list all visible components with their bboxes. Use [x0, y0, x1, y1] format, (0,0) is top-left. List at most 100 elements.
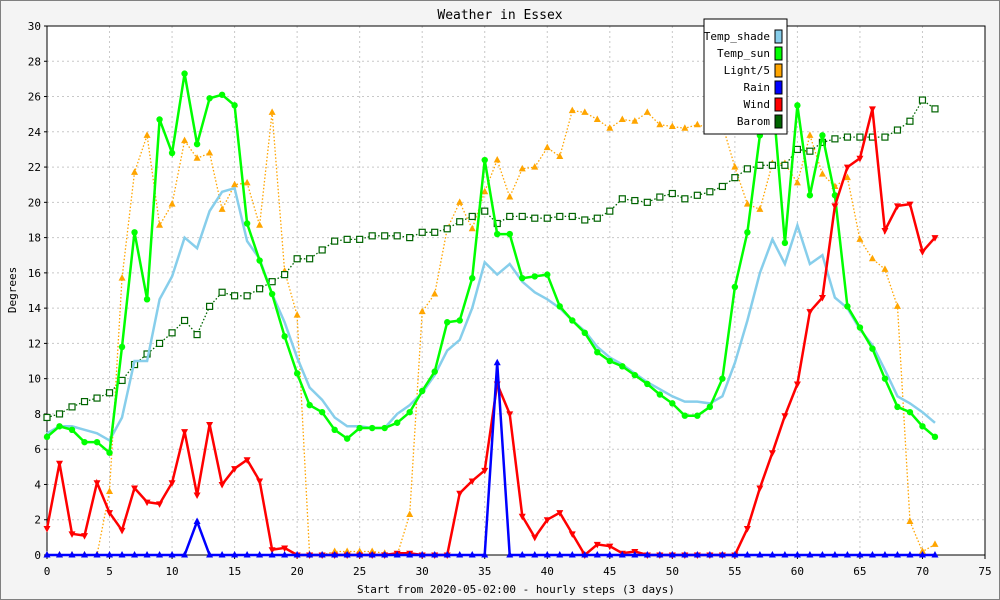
data-point [218, 551, 226, 558]
data-point [206, 551, 214, 558]
data-point [619, 363, 626, 370]
y-tick-label: 6 [34, 443, 41, 456]
x-tick-label: 45 [603, 565, 616, 578]
data-point [481, 207, 489, 215]
data-point [293, 551, 301, 558]
data-point [80, 397, 89, 406]
data-point [106, 449, 113, 456]
data-point [856, 133, 864, 141]
data-point [881, 133, 889, 141]
data-point [594, 349, 601, 356]
series-rain [43, 358, 939, 558]
data-point [768, 551, 776, 558]
data-point [606, 551, 614, 558]
data-point [393, 419, 401, 426]
data-point [68, 426, 76, 434]
data-point [806, 147, 814, 155]
data-point [268, 551, 276, 558]
data-point [231, 102, 238, 109]
data-point [506, 411, 514, 418]
data-point [281, 545, 289, 552]
data-point [856, 155, 864, 163]
data-point [631, 196, 639, 205]
data-point [56, 551, 64, 558]
data-point [931, 105, 939, 113]
data-point [531, 214, 539, 222]
data-point [206, 148, 214, 156]
data-point [506, 193, 514, 200]
data-point [156, 221, 164, 228]
data-point [368, 547, 376, 554]
x-tick-label: 35 [478, 565, 491, 578]
data-point [831, 135, 839, 143]
series-layer [43, 70, 939, 559]
legend-label: Light/5 [724, 64, 770, 77]
x-axis-label: Start from 2020-05-02:00 - hourly steps … [357, 583, 675, 596]
y-tick-label: 8 [34, 408, 41, 421]
data-point [806, 551, 814, 558]
data-point [143, 499, 151, 507]
data-point [81, 551, 89, 558]
data-point [431, 368, 438, 375]
data-point [706, 403, 714, 411]
data-point [131, 168, 139, 175]
data-point [556, 212, 564, 221]
data-point [469, 274, 476, 282]
data-point [494, 230, 501, 238]
legend-label: Temp_sun [717, 47, 770, 60]
data-point [205, 302, 214, 310]
data-point [756, 161, 764, 169]
data-point [843, 164, 851, 172]
data-point [331, 426, 338, 434]
data-point [118, 343, 126, 351]
y-tick-label: 14 [28, 302, 42, 315]
data-point [919, 423, 926, 430]
data-point [556, 551, 564, 558]
data-point [468, 212, 476, 221]
y-tick-label: 10 [28, 373, 41, 386]
data-point [568, 551, 576, 558]
data-point [843, 173, 851, 181]
data-point [468, 478, 476, 485]
data-point [668, 122, 676, 130]
data-point [168, 480, 176, 487]
legend-swatch [774, 46, 783, 61]
data-point [431, 551, 439, 558]
data-point [544, 271, 551, 278]
data-point [331, 237, 339, 245]
data-point [718, 182, 726, 191]
data-point [581, 551, 589, 558]
data-point [281, 271, 289, 279]
data-point [518, 164, 526, 172]
data-point [356, 551, 364, 558]
data-point [43, 433, 51, 441]
data-point [656, 193, 664, 201]
data-point [456, 198, 464, 205]
data-point [781, 161, 789, 169]
x-tick-label: 70 [916, 565, 929, 578]
data-point [893, 126, 902, 134]
data-point [918, 96, 927, 104]
data-point [81, 533, 89, 540]
data-point [881, 551, 889, 558]
y-tick-label: 22 [28, 161, 41, 174]
data-point [606, 207, 614, 215]
data-point [606, 357, 613, 365]
data-point [518, 551, 526, 558]
data-point [756, 205, 764, 212]
data-point [456, 218, 464, 226]
data-point [643, 108, 651, 115]
data-point [656, 391, 664, 398]
data-point [481, 156, 488, 164]
data-point [406, 408, 413, 416]
data-point [68, 403, 76, 411]
data-point [556, 303, 563, 310]
data-point [631, 551, 639, 558]
data-point [493, 358, 501, 366]
data-point [193, 140, 201, 148]
data-point [543, 551, 551, 558]
data-point [243, 457, 251, 464]
data-point [618, 551, 626, 558]
data-point [806, 131, 814, 138]
data-point [543, 214, 551, 222]
